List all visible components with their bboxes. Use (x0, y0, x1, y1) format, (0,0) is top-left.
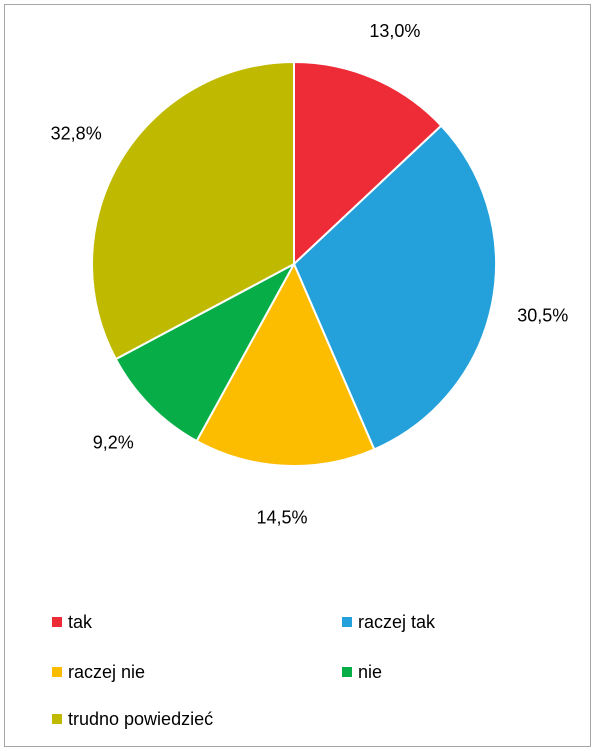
pie-slice-trudno-powiedziec (91, 60, 295, 361)
legend-swatch-trudno-powiedziec (52, 714, 62, 724)
legend-item-raczej-tak: raczej tak (342, 611, 435, 633)
legend-label-raczej-nie: raczej nie (68, 661, 146, 682)
legend-swatch-raczej-tak (342, 617, 352, 627)
pie-label-tak: 13,0% (369, 21, 420, 41)
legend-label-trudno-powiedziec: trudno powiedzieć (68, 708, 214, 729)
pie-chart: 13,0% 30,5% 14,5% 9,2% 32,8% (51, 21, 569, 528)
legend-label-tak: tak (68, 611, 93, 632)
legend-label-raczej-tak: raczej tak (358, 611, 436, 632)
pie-label-nie: 9,2% (93, 432, 134, 452)
pie-label-trudno-powiedziec: 32,8% (51, 123, 102, 143)
pie-slice-nie (114, 261, 297, 443)
legend-item-nie: nie (342, 661, 382, 683)
pie-label-raczej-tak: 30,5% (517, 306, 568, 326)
legend-label-nie: nie (358, 661, 383, 682)
legend-swatch-nie (342, 667, 352, 677)
chart-frame: 13,0% 30,5% 14,5% 9,2% 32,8% tak raczej tak … (4, 4, 591, 747)
legend-item-trudno-powiedziec: trudno powiedzieć (52, 708, 213, 730)
legend-item-raczej-nie: raczej nie (52, 661, 145, 683)
legend-swatch-tak (52, 617, 62, 627)
legend-item-tak: tak (52, 611, 92, 633)
pie-label-raczej-nie: 14,5% (257, 508, 308, 528)
pie-slice-raczej-nie (195, 261, 376, 467)
pie-slice-tak (293, 60, 443, 267)
legend-swatch-raczej-nie (52, 667, 62, 677)
pie-slice-raczej-tak (292, 124, 497, 451)
